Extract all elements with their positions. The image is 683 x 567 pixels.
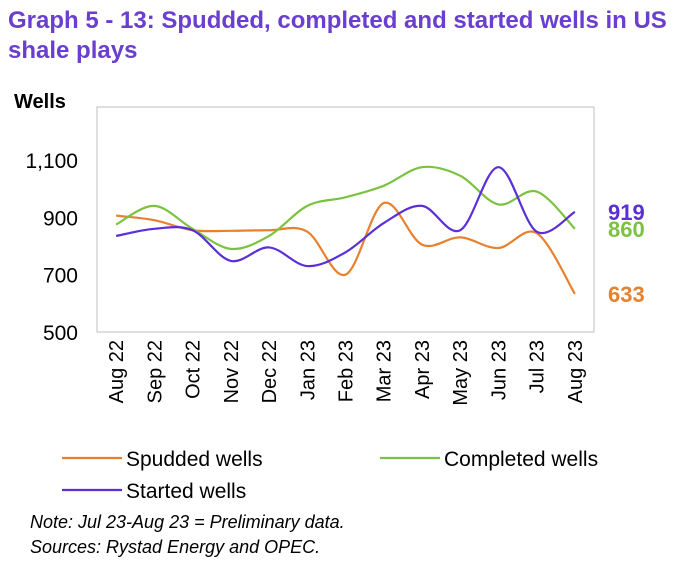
notes: Note: Jul 23-Aug 23 = Preliminary data. … bbox=[30, 510, 345, 560]
plot-area bbox=[96, 106, 595, 333]
y-tick-label: 1,100 bbox=[25, 150, 78, 173]
chart-title: Graph 5 - 13: Spudded, completed and sta… bbox=[8, 7, 667, 64]
line-chart: 500 700 900 1,100 Aug 22 Sep 22 Oct 22 Nov 22 D… bbox=[25, 106, 645, 503]
series-line-spudded bbox=[115, 201, 576, 295]
x-tick-label: Mar 23 bbox=[374, 340, 396, 402]
x-tick-label: Sep 22 bbox=[144, 340, 166, 403]
x-tick-label: Jan 23 bbox=[297, 340, 319, 400]
legend-label-spudded: Spudded wells bbox=[126, 448, 263, 471]
legend-label-completed: Completed wells bbox=[444, 448, 598, 471]
y-tick-label: 900 bbox=[43, 207, 78, 230]
x-tick-label: Oct 22 bbox=[183, 340, 205, 399]
x-tick-label: Apr 23 bbox=[412, 340, 434, 399]
x-tick-label: Aug 22 bbox=[106, 340, 128, 403]
series-line-completed bbox=[115, 165, 576, 251]
end-label-started: 919 bbox=[608, 200, 645, 225]
end-label-spudded: 633 bbox=[608, 282, 645, 307]
x-ticks: Aug 22 Sep 22 Oct 22 Nov 22 Dec 22 Jan 23 Feb … bbox=[106, 340, 587, 406]
x-tick-label: Dec 22 bbox=[259, 340, 281, 403]
y-ticks: 500 700 900 1,100 bbox=[25, 150, 78, 345]
legend: Spudded wells Completed wells Started well… bbox=[62, 448, 598, 503]
x-tick-label: Feb 23 bbox=[336, 340, 358, 402]
y-tick-label: 500 bbox=[43, 322, 78, 345]
end-label-completed: 860 bbox=[608, 217, 645, 242]
x-tick-label: May 23 bbox=[450, 340, 472, 406]
x-tick-label: Nov 22 bbox=[221, 340, 243, 403]
note-preliminary: Note: Jul 23-Aug 23 = Preliminary data. bbox=[30, 512, 345, 532]
x-tick-label: Jul 23 bbox=[527, 340, 549, 393]
note-sources: Sources: Rystad Energy and OPEC. bbox=[30, 537, 321, 557]
y-tick-label: 700 bbox=[43, 265, 78, 288]
series-line-started bbox=[115, 166, 576, 268]
x-tick-label: Jun 23 bbox=[488, 340, 510, 400]
legend-label-started: Started wells bbox=[126, 480, 246, 503]
series-lines bbox=[115, 165, 576, 295]
x-tick-label: Aug 23 bbox=[565, 340, 587, 403]
y-axis-label: Wells bbox=[14, 91, 66, 113]
